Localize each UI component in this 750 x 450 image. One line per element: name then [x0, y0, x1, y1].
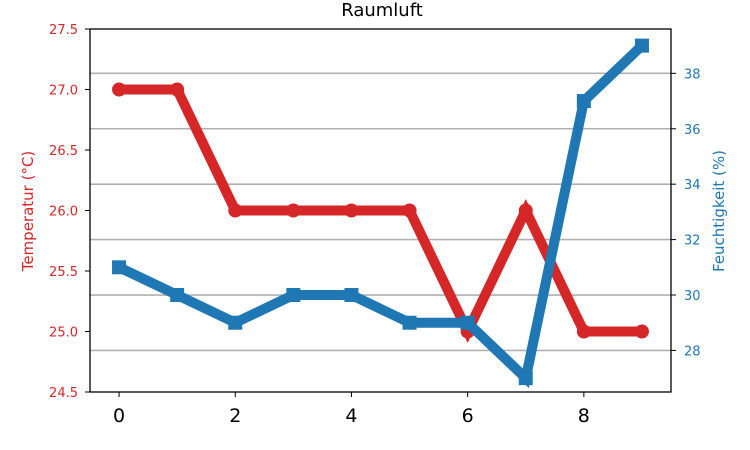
temperature-point — [228, 203, 243, 218]
humidity-point — [460, 315, 475, 330]
y-left-tick-label: 27.5 — [49, 23, 78, 38]
humidity-series-line — [116, 42, 646, 388]
y-right-tick-label: 38 — [684, 67, 701, 82]
temperature-point — [286, 203, 301, 218]
temperature-point — [344, 203, 359, 218]
y-left-tick-label: 26.5 — [49, 144, 78, 159]
x-tick-label: 4 — [345, 405, 357, 427]
y-right-tick-label: 28 — [684, 344, 701, 359]
humidity-point — [402, 315, 417, 330]
temperature-point — [402, 203, 417, 218]
temperature-point — [518, 203, 533, 218]
temperature-point — [634, 324, 649, 339]
humidity-point — [576, 94, 591, 109]
x-tick-label: 6 — [462, 405, 474, 427]
y-right-tick-label: 32 — [684, 234, 701, 249]
y-left-tick-label: 27.0 — [49, 84, 78, 99]
y-left-tick-label: 26.0 — [49, 205, 78, 220]
temperature-point — [576, 324, 591, 339]
chart-title: Raumluft — [341, 0, 423, 21]
y-left-tick-label: 24.5 — [49, 386, 78, 401]
y-left-tick-label: 25.5 — [49, 265, 78, 280]
humidity-point — [170, 288, 185, 303]
humidity-point — [286, 288, 301, 303]
humidity-point — [518, 371, 533, 386]
temperature-series-line — [119, 84, 642, 344]
x-tick-label: 8 — [578, 405, 590, 427]
humidity-point — [112, 260, 127, 275]
x-tick-label: 0 — [113, 405, 125, 427]
temperature-point — [170, 82, 185, 97]
x-tick-label: 2 — [229, 405, 241, 427]
humidity-point — [634, 38, 649, 53]
y-right-axis-label: Feuchtigkeit (%) — [710, 150, 728, 272]
series-layer — [112, 38, 649, 388]
y-right-tick-label: 36 — [684, 123, 701, 138]
y-right-tick-label: 30 — [684, 289, 701, 304]
ticks: 0 2 4 6 8 24.5 25.0 25.5 26.0 26.5 27.0 27.5 28 30 32 3… — [49, 23, 701, 427]
y-left-axis-label: Temperatur (°C) — [19, 151, 37, 273]
humidity-point — [228, 315, 243, 330]
humidity-point — [344, 288, 359, 303]
y-right-tick-label: 34 — [684, 178, 701, 193]
temperature-point — [112, 82, 127, 97]
y-left-tick-label: 25.0 — [49, 326, 78, 341]
